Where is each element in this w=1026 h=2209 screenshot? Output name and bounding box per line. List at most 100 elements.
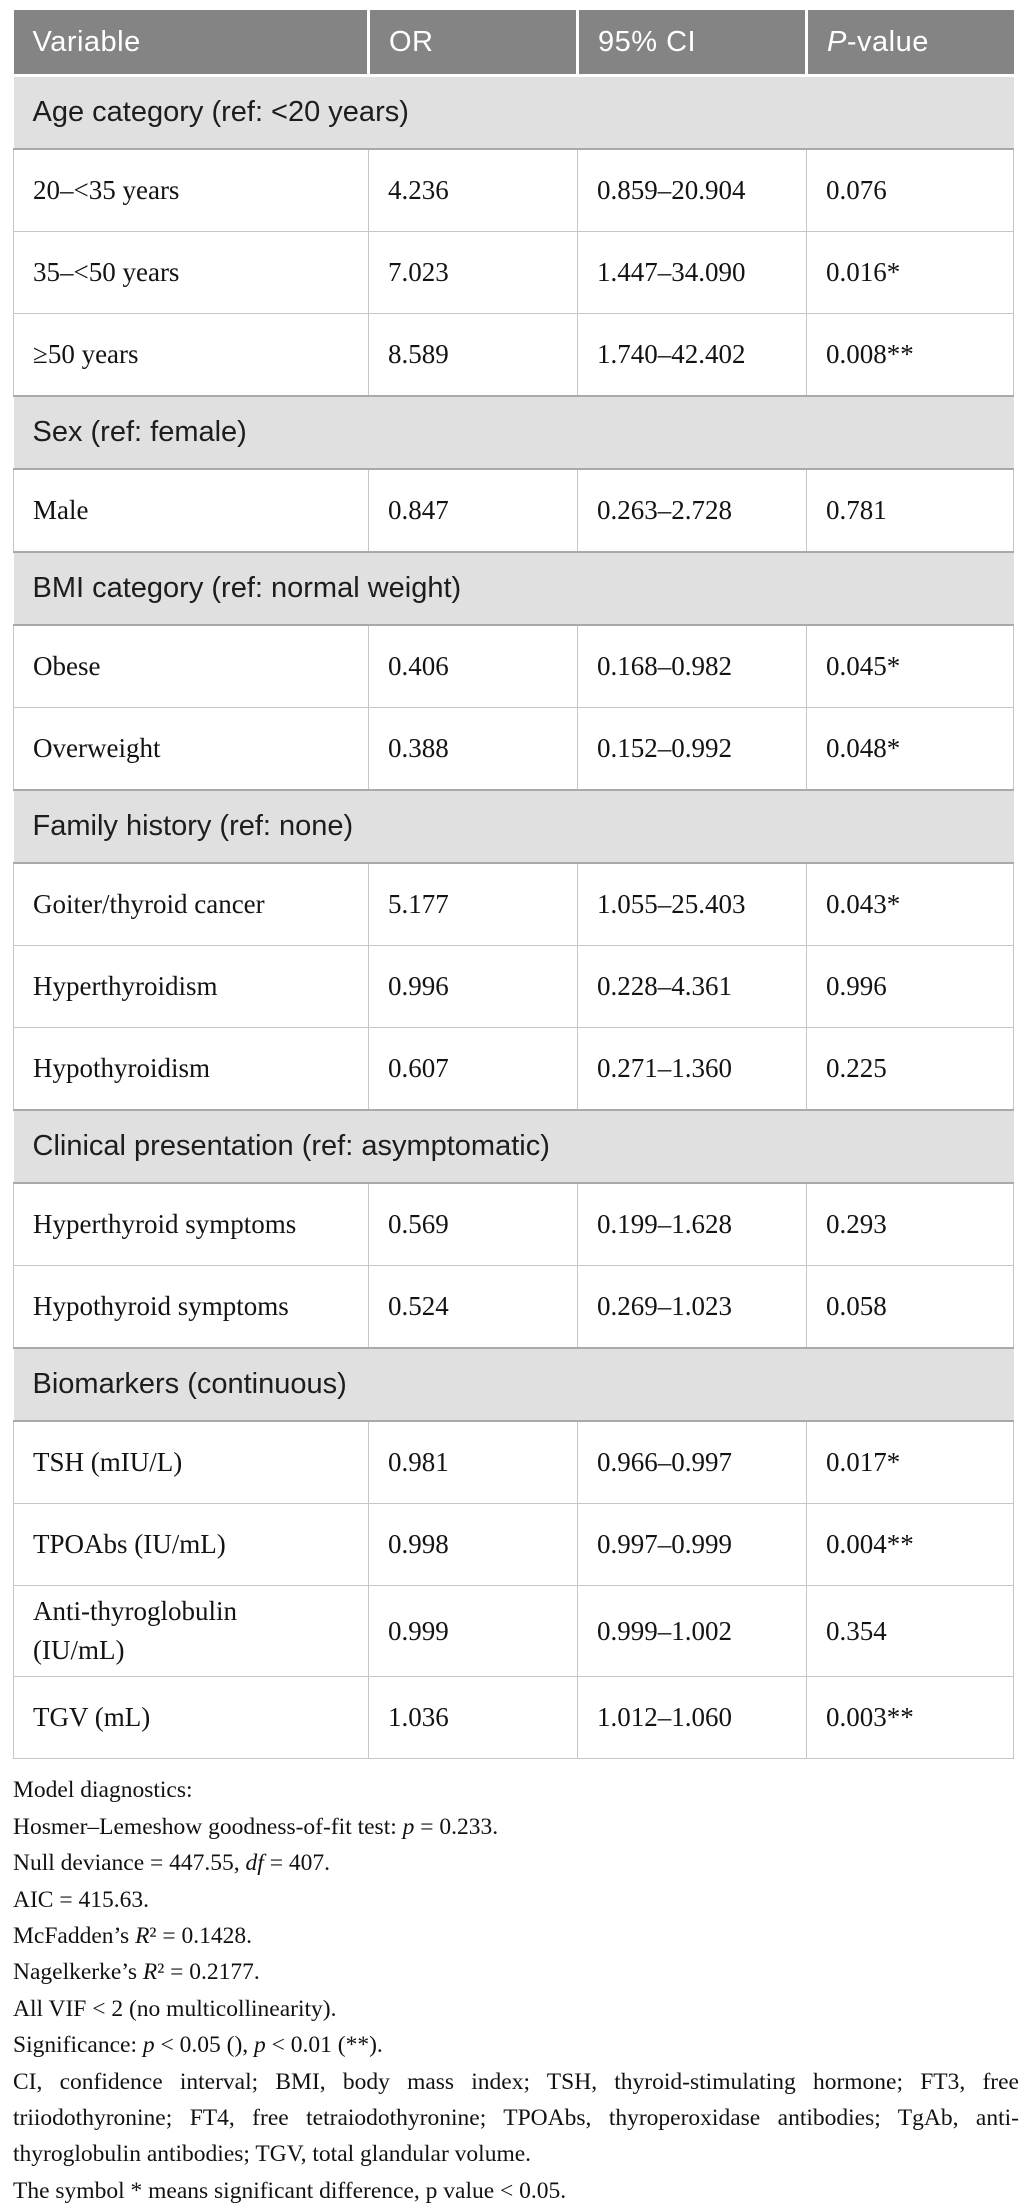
ci-cell: 0.269–1.023 [577,1265,807,1349]
variable-cell: Hypothyroidism [13,1027,369,1111]
variable-cell: Anti-thyroglobulin (IU/mL) [13,1584,369,1678]
p-value-cell: 0.076 [806,148,1014,232]
section-row: BMI category (ref: normal weight) [13,551,1014,626]
p-value-cell: 0.008** [806,313,1014,397]
data-row: TPOAbs (IU/mL) 0.998 0.997–0.999 0.004** [13,1503,1014,1586]
variable-cell: Male [13,468,369,553]
data-row: Goiter/thyroid cancer 5.177 1.055–25.403 0.… [13,862,1014,946]
p-value-cell: 0.058 [806,1265,1014,1349]
ci-cell: 0.966–0.997 [577,1420,807,1504]
p-value-cell: 0.048* [806,707,1014,791]
section-title: Clinical presentation (ref: asymptomatic… [13,1109,1014,1184]
data-row: Hyperthyroid symptoms 0.569 0.199–1.628 0.2… [13,1182,1014,1266]
or-cell: 0.981 [368,1420,578,1504]
variable-cell: 35–<50 years [13,231,369,314]
p-value-cell: 0.003** [806,1676,1014,1760]
or-cell: 4.236 [368,148,578,232]
footnote-line: CI, confidence interval; BMI, body mass … [13,2068,1019,2168]
ci-cell: 0.263–2.728 [577,468,807,553]
footnote-line: McFadden’s R² = 0.1428. [13,1922,252,1949]
footnote-line: Nagelkerke’s R² = 0.2177. [13,1959,260,1986]
data-row: Hyperthyroidism 0.996 0.228–4.361 0.996 [13,945,1014,1028]
header-cell-variable: Variable [13,10,369,77]
ci-cell: 0.152–0.992 [577,707,807,791]
data-row: TGV (mL) 1.036 1.012–1.060 0.003** [13,1676,1014,1760]
footnote-line: Hosmer–Lemeshow goodness-of-fit test: p … [13,1813,499,1840]
or-cell: 1.036 [368,1676,578,1760]
footnotes: Model diagnostics: Hosmer–Lemeshow goodne… [13,1759,1019,2209]
p-value-cell: 0.017* [806,1420,1014,1504]
or-cell: 0.569 [368,1182,578,1266]
variable-cell: ≥50 years [13,313,369,397]
variable-cell: Hyperthyroid symptoms [13,1182,369,1266]
data-row: 35–<50 years 7.023 1.447–34.090 0.016* [13,231,1014,314]
variable-cell: TPOAbs (IU/mL) [13,1503,369,1586]
ci-cell: 0.168–0.982 [577,624,807,708]
or-cell: 0.388 [368,707,578,791]
p-value-cell: 0.045* [806,624,1014,708]
variable-cell: 20–<35 years [13,148,369,232]
table-header-row: Variable OR 95% CI P-value [13,10,1014,77]
footnote-line: All VIF < 2 (no multicollinearity). [13,1995,337,2022]
p-value-cell: 0.293 [806,1182,1014,1266]
p-value-cell: 0.996 [806,945,1014,1028]
ci-cell: 0.999–1.002 [577,1584,807,1678]
section-row: Clinical presentation (ref: asymptomatic… [13,1109,1014,1184]
ci-cell: 1.012–1.060 [577,1676,807,1760]
ci-cell: 0.228–4.361 [577,945,807,1028]
p-value-cell: 0.781 [806,468,1014,553]
ci-cell: 0.271–1.360 [577,1027,807,1111]
or-cell: 5.177 [368,862,578,946]
ci-cell: 1.740–42.402 [577,313,807,397]
ci-cell: 0.859–20.904 [577,148,807,232]
footnote-line: AIC = 415.63. [13,1886,149,1913]
section-row: Biomarkers (continuous) [13,1347,1014,1422]
footnote-line: Significance: p < 0.05 (), p < 0.01 (**)… [13,2032,383,2059]
data-row: 20–<35 years 4.236 0.859–20.904 0.076 [13,148,1014,232]
or-cell: 0.998 [368,1503,578,1586]
variable-cell: Hyperthyroidism [13,945,369,1028]
or-cell: 8.589 [368,313,578,397]
section-row: Sex (ref: female) [13,395,1014,470]
header-cell-p-value: P-value [805,10,1014,77]
section-title: BMI category (ref: normal weight) [13,551,1014,626]
data-row: Male 0.847 0.263–2.728 0.781 [13,468,1014,553]
or-cell: 0.406 [368,624,578,708]
variable-cell: Obese [13,624,369,708]
p-value-cell: 0.225 [806,1027,1014,1111]
header-cell-ci: 95% CI [576,10,807,77]
section-title: Biomarkers (continuous) [13,1347,1014,1422]
logistic-regression-table: Variable OR 95% CI P-value Age category (re… [13,10,1014,1760]
or-cell: 7.023 [368,231,578,314]
variable-cell: Goiter/thyroid cancer [13,862,369,946]
header-cell-or: OR [367,10,578,77]
ci-cell: 1.055–25.403 [577,862,807,946]
or-cell: 0.847 [368,468,578,553]
p-value-cell: 0.004** [806,1503,1014,1586]
ci-cell: 1.447–34.090 [577,231,807,314]
variable-cell: Hypothyroid symptoms [13,1265,369,1349]
or-cell: 0.999 [368,1584,578,1678]
or-cell: 0.607 [368,1027,578,1111]
variable-cell: Overweight [13,707,369,791]
data-row: Overweight 0.388 0.152–0.992 0.048* [13,707,1014,791]
ci-cell: 0.997–0.999 [577,1503,807,1586]
section-title: Sex (ref: female) [13,395,1014,470]
or-cell: 0.996 [368,945,578,1028]
p-value-cell: 0.043* [806,862,1014,946]
p-value-cell: 0.016* [806,231,1014,314]
data-row: Anti-thyroglobulin (IU/mL) 0.999 0.999–1.0… [13,1584,1014,1678]
variable-cell: TSH (mIU/L) [13,1420,369,1504]
data-row: TSH (mIU/L) 0.981 0.966–0.997 0.017* [13,1420,1014,1504]
footnote-line: The symbol * means significant differenc… [13,2177,567,2204]
footnote-line: Model diagnostics: [13,1777,193,1804]
data-row: Obese 0.406 0.168–0.982 0.045* [13,624,1014,708]
footnote-line: Null deviance = 447.55, df = 407. [13,1850,330,1877]
data-row: Hypothyroid symptoms 0.524 0.269–1.023 0.05… [13,1265,1014,1349]
or-cell: 0.524 [368,1265,578,1349]
table-body: Age category (ref: <20 years) 20–<35 year… [13,74,1014,1760]
section-row: Age category (ref: <20 years) [13,74,1014,150]
p-value-cell: 0.354 [806,1584,1014,1678]
ci-cell: 0.199–1.628 [577,1182,807,1266]
